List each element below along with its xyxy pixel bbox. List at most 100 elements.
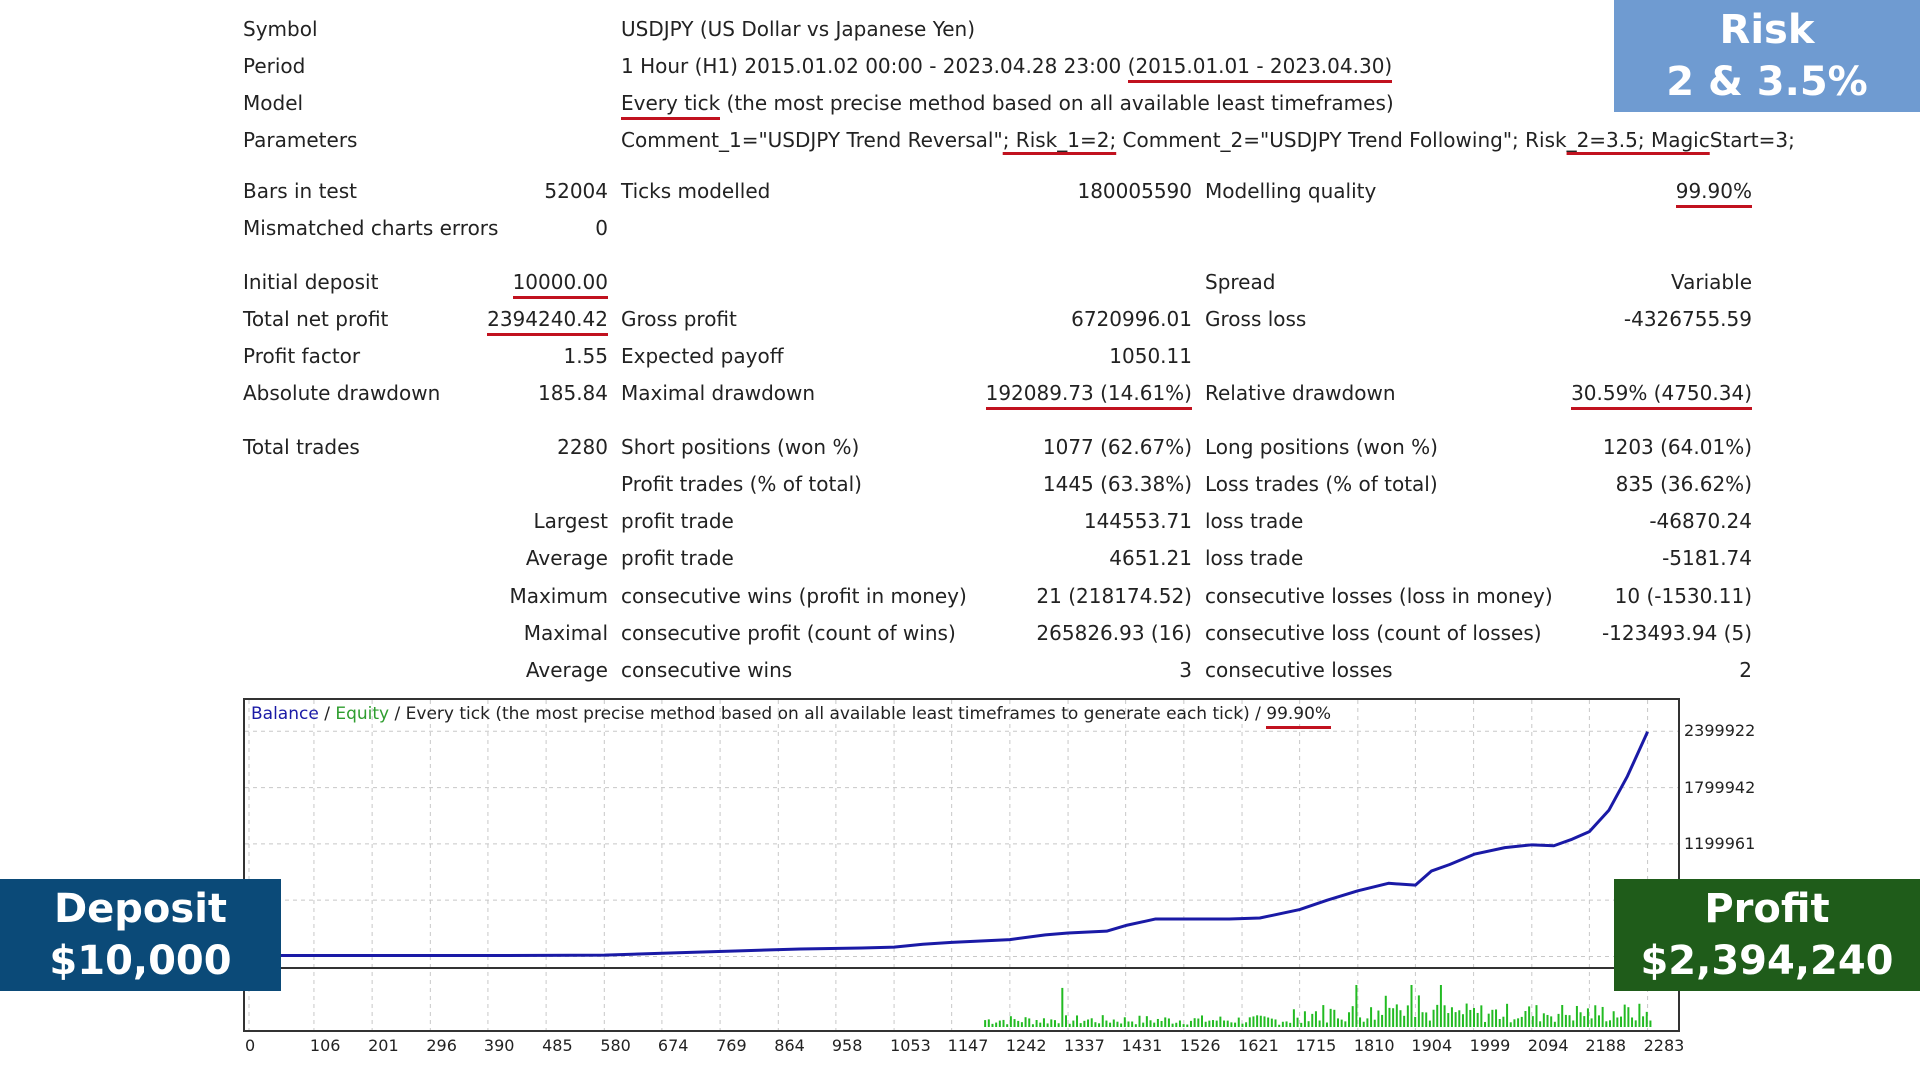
volume-bar — [1428, 1020, 1431, 1027]
volume-bar — [1153, 1022, 1156, 1027]
volume-bar — [1623, 1004, 1626, 1027]
volume-bar — [1608, 1020, 1611, 1027]
avg-cons-wins-value: 3 — [1179, 658, 1192, 682]
volume-bar — [1461, 1014, 1464, 1027]
volume-bar — [1278, 1024, 1281, 1027]
volume-bar — [1200, 1015, 1203, 1027]
x-tick-label: 2094 — [1527, 1036, 1569, 1055]
volume-bar — [1234, 1022, 1237, 1027]
volume-bar — [1024, 1017, 1027, 1027]
deposit-badge-title: Deposit — [53, 886, 228, 932]
gross-profit-value: 6720996.01 — [1071, 307, 1192, 331]
volume-bar — [1616, 1017, 1619, 1027]
volume-bar — [1344, 1021, 1347, 1027]
period-label: Period — [243, 54, 306, 78]
long-label: Long positions (won %) — [1205, 435, 1438, 459]
volume-bar — [1219, 1016, 1222, 1027]
x-tick-label: 1715 — [1295, 1036, 1337, 1055]
volume-bar — [1502, 1016, 1505, 1027]
volume-bar — [1550, 1016, 1553, 1027]
x-tick-label: 1242 — [1005, 1036, 1047, 1055]
rel-dd-label: Relative drawdown — [1205, 381, 1396, 405]
volume-bar — [1601, 1006, 1604, 1027]
balance-chart: Balance / Equity / Every tick (the most … — [243, 698, 1680, 1032]
volume-bar — [1645, 1011, 1648, 1027]
gross-loss-value: -4326755.59 — [1623, 307, 1752, 331]
volume-bar — [1513, 1019, 1516, 1027]
volume-bar — [1267, 1017, 1270, 1027]
volume-bar — [1583, 1016, 1586, 1027]
bars-label: Bars in test — [243, 179, 357, 203]
params-risk1: ; Risk_1=2; — [1002, 128, 1117, 152]
x-tick-label: 485 — [542, 1036, 573, 1055]
volume-bar — [1476, 1012, 1479, 1027]
x-tick-label: 1904 — [1411, 1036, 1453, 1055]
volume-bar — [1223, 1020, 1226, 1027]
volume-bar — [1634, 1020, 1637, 1027]
volume-bar — [1289, 1022, 1292, 1027]
volume-bar — [1142, 1022, 1145, 1027]
volume-bar — [1164, 1017, 1167, 1027]
loss-trades-value: 835 (36.62%) — [1615, 472, 1752, 496]
cons-profit-label: consecutive profit (count of wins) — [621, 621, 956, 645]
chart-legend: Balance / Equity / Every tick (the most … — [251, 704, 1332, 729]
cons-loss-label: consecutive loss (count of losses) — [1205, 621, 1542, 645]
volume-bar — [1274, 1019, 1277, 1027]
parameters-label: Parameters — [243, 128, 358, 152]
volume-bar — [1186, 1024, 1189, 1027]
volume-bar — [998, 1020, 1001, 1027]
ticks-label: Ticks modelled — [621, 179, 771, 203]
profit-trades-label: Profit trades (% of total) — [621, 472, 862, 496]
cons-loss-value: -123493.94 (5) — [1601, 621, 1752, 645]
volume-bar — [1120, 1023, 1123, 1027]
volume-bar — [1439, 985, 1442, 1027]
volume-bar — [1237, 1017, 1240, 1027]
volume-bar — [1359, 1017, 1362, 1027]
cons-losses-label: consecutive losses (loss in money) — [1205, 584, 1553, 608]
volume-bar — [1241, 1023, 1244, 1027]
legend-description: / Every tick (the most precise method ba… — [389, 704, 1250, 724]
volume-bar — [1248, 1017, 1251, 1027]
mismatch-label: Mismatched charts errors — [243, 216, 499, 240]
volume-bar — [1212, 1020, 1215, 1027]
x-tick-label: 201 — [368, 1036, 399, 1055]
avg-cons-losses-label: consecutive losses — [1205, 658, 1393, 682]
volume-bar — [1245, 1022, 1248, 1027]
volume-bar — [1020, 1022, 1023, 1027]
volume-bar — [1506, 1003, 1509, 1027]
volume-bar — [1314, 1011, 1317, 1027]
volume-bar — [1259, 1015, 1262, 1027]
volume-bar — [1395, 1004, 1398, 1027]
quality-label: Modelling quality — [1205, 179, 1377, 203]
volume-bar — [1068, 1023, 1071, 1027]
volume-bar — [1050, 1019, 1053, 1027]
model-every-tick: Every tick — [621, 91, 721, 120]
volume-bar — [1355, 985, 1358, 1027]
risk-badge-value: 2 & 3.5% — [1666, 59, 1868, 105]
legend-separator: / — [318, 704, 336, 724]
volume-bar — [1215, 1020, 1218, 1027]
period-value: 1 Hour (H1) 2015.01.02 00:00 - 2023.04.2… — [621, 54, 1393, 83]
y-tick-label: 2399922 — [1684, 721, 1756, 741]
volume-bar — [1281, 1021, 1284, 1027]
volume-bar — [1458, 1010, 1461, 1027]
volume-bar — [1171, 1023, 1174, 1027]
legend-equity: Equity — [335, 704, 390, 724]
rel-dd-value: 30.59% (4750.34) — [1571, 381, 1752, 410]
volume-bar — [1131, 1021, 1134, 1027]
volume-bar — [1112, 1019, 1115, 1027]
x-tick-label: 296 — [426, 1036, 457, 1055]
volume-bar — [1134, 1024, 1137, 1027]
volume-bar — [1230, 1022, 1233, 1027]
volume-bar — [1498, 1018, 1501, 1027]
x-tick-label: 1337 — [1064, 1036, 1105, 1055]
volume-bar — [1325, 1022, 1328, 1027]
volume-bar — [1009, 1016, 1012, 1027]
volume-bar — [1524, 1011, 1527, 1027]
volume-bar — [1421, 1012, 1424, 1027]
volume-bar — [1101, 1015, 1104, 1027]
volume-bar — [1528, 1006, 1531, 1027]
volume-bar — [1090, 1018, 1093, 1027]
volume-bar — [1006, 1024, 1009, 1027]
volume-bar — [1454, 1012, 1457, 1027]
